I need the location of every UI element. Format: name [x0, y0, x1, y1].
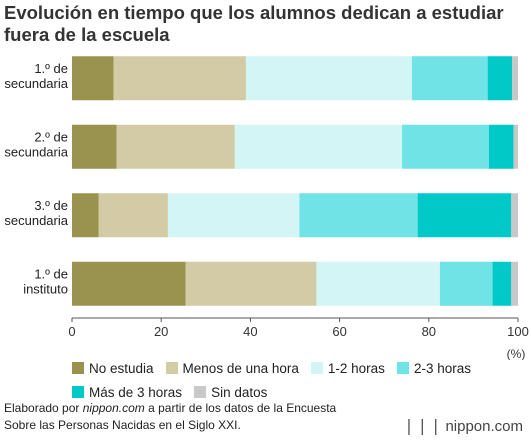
bar-segment: [72, 261, 186, 306]
bar-segment: [113, 56, 246, 101]
brand-logo: ❘❘❘ nippon.com: [402, 416, 523, 436]
bars-group: [72, 56, 518, 306]
bar-segment: [487, 56, 513, 101]
legend-swatch: [396, 362, 409, 374]
legend-item: No estudia: [72, 358, 154, 378]
legend-label: No estudia: [89, 360, 154, 376]
x-tick-label: 40: [243, 324, 257, 339]
bar-segment: [98, 193, 168, 238]
bar-segment: [167, 193, 300, 238]
bar-segment: [511, 193, 518, 238]
bar-segment: [234, 124, 403, 169]
bar-segment: [511, 261, 518, 306]
legend-label: 1-2 horas: [327, 360, 385, 376]
bar-segment: [116, 124, 235, 169]
category-labels: 1.º de secundaria 2.º de secundaria 3.º de se…: [4, 61, 68, 297]
x-tick-label: 100: [507, 324, 529, 339]
bar-segment: [417, 193, 512, 238]
category-label: 3.º de secundaria: [4, 198, 68, 228]
legend-swatch: [310, 362, 323, 374]
legend-swatch: [72, 362, 84, 374]
bar-segment: [439, 261, 493, 306]
legend-swatch: [165, 362, 178, 374]
legend-swatch: [72, 386, 84, 398]
bar-segment: [402, 124, 490, 169]
legend-swatch: [194, 386, 207, 398]
category-label: 1.º de instituto: [23, 266, 68, 296]
legend-label: Menos de una hora: [182, 360, 299, 376]
bar-segment: [492, 261, 512, 306]
x-axis-unit: (%): [507, 347, 526, 360]
brand-mark-icon: ❘❘❘: [402, 418, 443, 435]
source-site: nippon.com: [82, 401, 145, 415]
bar-segment: [72, 124, 117, 169]
x-tick-label: 20: [154, 324, 168, 339]
bar-segment: [185, 261, 317, 306]
x-tick-label: 80: [422, 324, 436, 339]
x-axis-ticks: 0 20 40 60 80 100: [68, 318, 529, 339]
source-note: Elaborado por nippon.com a partir de los…: [4, 400, 336, 434]
chart-title: Evolución en tiempo que los alumnos dedi…: [4, 2, 504, 45]
bar-segment: [245, 56, 412, 101]
source-prefix: Elaborado por: [4, 401, 83, 415]
legend-label: Más de 3 horas: [89, 384, 183, 400]
bar-segment: [316, 261, 440, 306]
source-suffix: a partir de los datos de la Encuesta: [144, 401, 337, 415]
category-label: 2.º de secundaria: [4, 129, 68, 159]
legend-label: Sin datos: [211, 384, 268, 400]
legend-item: 1-2 horas: [310, 358, 385, 378]
category-label: 1.º de secundaria: [4, 61, 68, 91]
bar-segment: [72, 193, 99, 238]
x-tick-label: 0: [68, 324, 75, 339]
bar-segment: [513, 124, 518, 169]
legend-item: 2-3 horas: [396, 358, 471, 378]
legend: No estudia Menos de una hora 1-2 horas 2-3 …: [72, 358, 522, 406]
bar-segment: [299, 193, 418, 238]
legend-label: 2-3 horas: [413, 360, 471, 376]
source-line2: Sobre las Personas Nacidas en el Siglo X…: [4, 418, 241, 432]
bar-segment: [411, 56, 488, 101]
stacked-bar-chart: 1.º de secundaria 2.º de secundaria 3.º de se…: [4, 56, 529, 360]
brand-name: nippon.com: [445, 417, 523, 435]
legend-item: Menos de una hora: [165, 358, 299, 378]
x-tick-label: 60: [332, 324, 346, 339]
legend-item: Más de 3 horas: [72, 382, 182, 402]
bar-segment: [489, 124, 514, 169]
bar-segment: [512, 56, 518, 101]
bar-segment: [72, 56, 114, 101]
legend-item: Sin datos: [194, 382, 267, 402]
